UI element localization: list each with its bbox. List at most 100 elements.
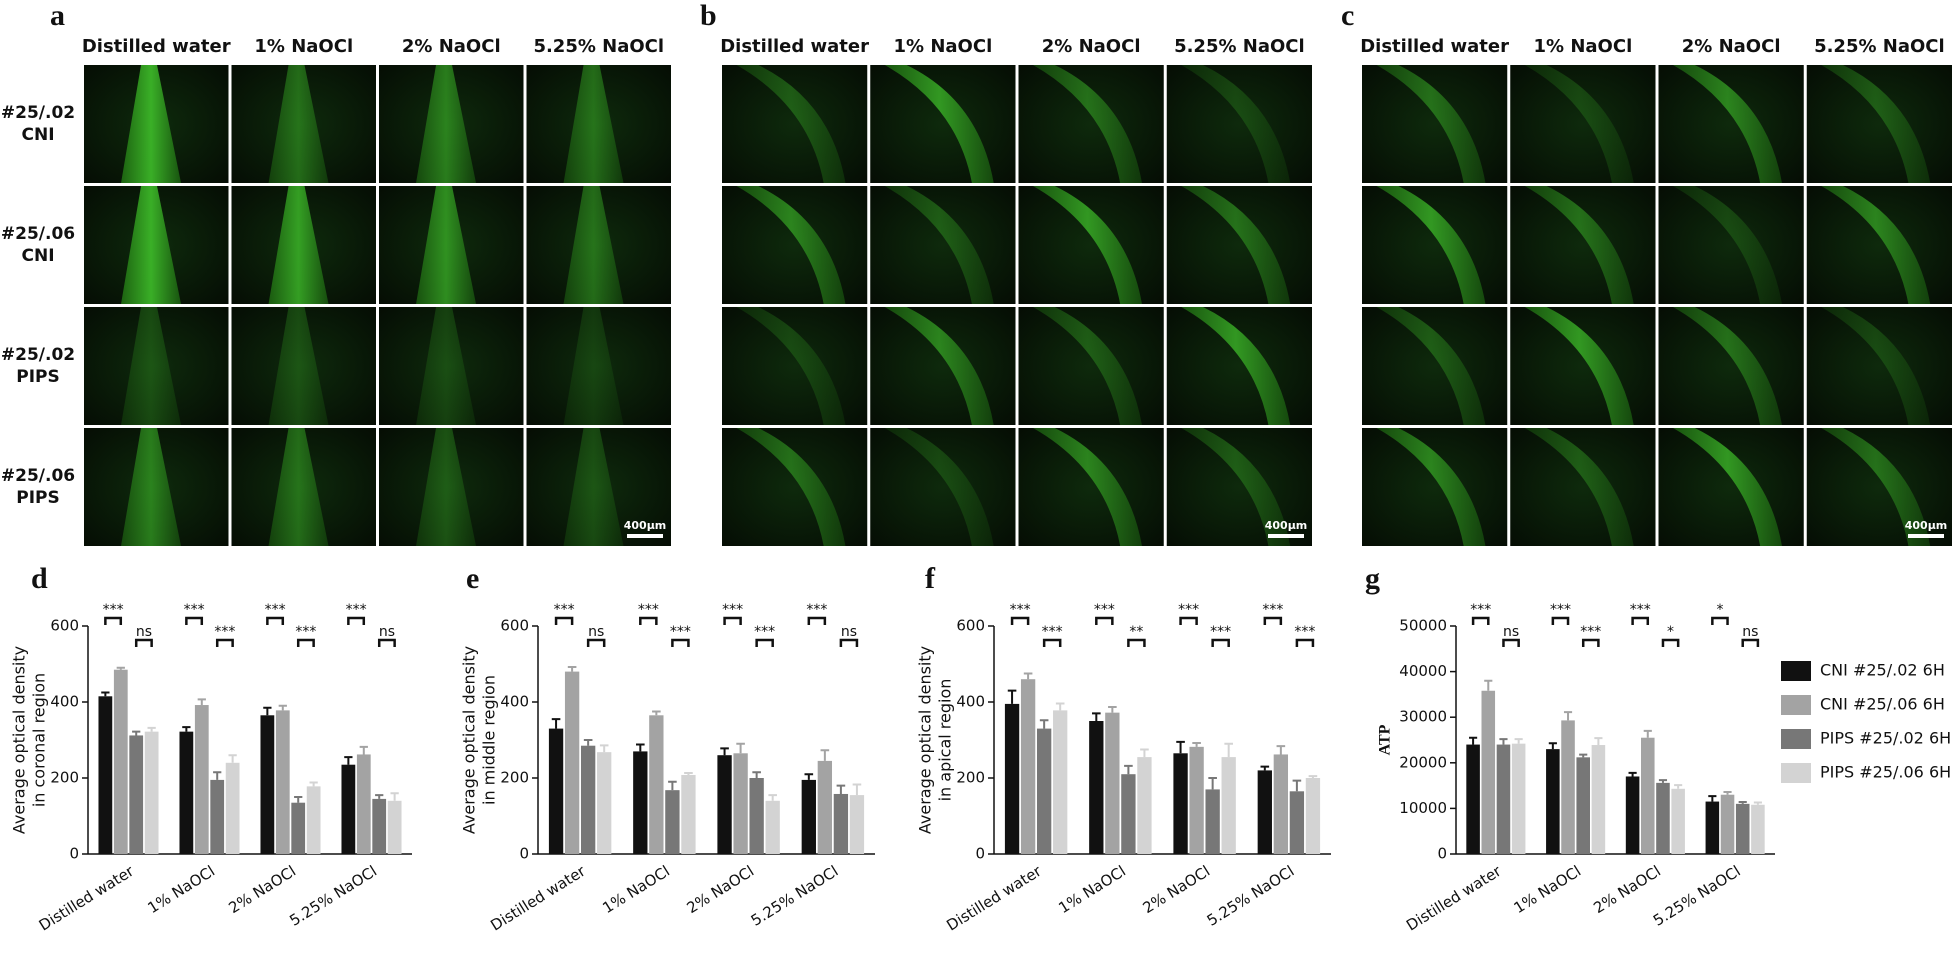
micrograph — [84, 65, 229, 183]
micrograph — [379, 186, 524, 304]
bar — [1751, 804, 1765, 854]
bar — [548, 728, 564, 854]
error-bar — [1192, 742, 1201, 747]
bar — [1004, 703, 1020, 854]
micrograph — [379, 307, 524, 425]
specimen — [1033, 428, 1142, 546]
x-tick-label: 1% NaOCl — [599, 862, 673, 917]
significance-bracket — [215, 638, 234, 647]
specimen — [884, 65, 994, 183]
significance-label: * — [1667, 624, 1674, 640]
specimen — [1821, 65, 1931, 183]
bar — [849, 795, 865, 854]
y-tick-label: 30000 — [1399, 708, 1447, 726]
y-axis-label: Average optical density — [916, 646, 935, 834]
significance-label: *** — [1094, 602, 1115, 618]
significance-bracket — [266, 616, 285, 625]
significance-label: *** — [295, 624, 316, 640]
error-bar — [375, 794, 384, 799]
error-bar — [1628, 771, 1637, 777]
x-tick-label: Distilled water — [487, 862, 589, 935]
legend-swatch — [1781, 729, 1811, 749]
significance-label: *** — [754, 624, 775, 640]
bar — [1641, 737, 1655, 854]
bar — [1735, 803, 1750, 854]
column-header: 2% NaOCl — [1682, 36, 1781, 57]
micrograph — [1362, 65, 1508, 183]
significance-bracket — [104, 616, 123, 625]
y-tick-label: 400 — [956, 693, 985, 711]
bar — [1221, 757, 1236, 854]
micrograph-bg — [870, 307, 1016, 425]
bar — [1257, 770, 1272, 854]
significance-bracket — [586, 638, 606, 647]
specimen — [1673, 307, 1782, 425]
micrograph-bg — [1658, 428, 1804, 546]
error-bar — [1039, 719, 1049, 729]
significance-label: *** — [1630, 602, 1651, 618]
micrograph — [231, 307, 376, 425]
bar — [98, 696, 113, 854]
error-bar — [1579, 753, 1588, 758]
scale-bar — [627, 534, 663, 538]
micrograph — [1510, 307, 1656, 425]
row-label: #25/.06 — [1, 466, 75, 486]
significance-label: *** — [1042, 624, 1063, 640]
bar — [1137, 757, 1152, 854]
error-bar — [836, 784, 846, 794]
error-bar — [1308, 775, 1318, 778]
y-tick-label: 600 — [500, 617, 529, 635]
error-bar — [1055, 702, 1065, 711]
micrograph — [1018, 307, 1164, 425]
bar — [681, 774, 696, 854]
panel-letter: b — [700, 0, 717, 32]
error-bar — [668, 780, 677, 791]
bar — [1496, 744, 1511, 854]
micrograph — [1362, 307, 1508, 425]
error-bar — [1260, 765, 1270, 771]
micrograph-bg — [1510, 186, 1656, 304]
error-bar — [213, 771, 222, 780]
micrograph-bg — [1806, 428, 1952, 546]
y-axis-label: Average optical density — [460, 646, 479, 834]
micrograph — [379, 65, 524, 183]
bar — [1705, 801, 1720, 854]
y-tick-label: 0 — [519, 845, 529, 863]
error-bar — [1514, 738, 1523, 744]
error-bar — [1499, 738, 1508, 745]
bar — [597, 752, 612, 854]
specimen — [1181, 65, 1291, 183]
specimen — [1821, 428, 1931, 546]
specimen — [736, 428, 846, 546]
micrograph — [1658, 186, 1804, 304]
significance-bracket — [296, 638, 315, 647]
specimen — [563, 428, 624, 546]
panel-letter: c — [1341, 0, 1354, 32]
error-bar — [804, 773, 814, 780]
significance-label: * — [1716, 602, 1723, 618]
specimen — [1821, 186, 1931, 304]
bar — [1481, 690, 1496, 854]
micrograph — [1510, 65, 1656, 183]
y-tick-label: 0 — [1437, 845, 1447, 863]
y-tick-label: 200 — [500, 769, 529, 787]
micrograph — [870, 186, 1016, 304]
y-tick-label: 0 — [975, 845, 985, 863]
error-bar — [1208, 777, 1217, 790]
bar — [564, 671, 580, 854]
bar — [1546, 749, 1560, 854]
micrograph-bg — [1806, 307, 1952, 425]
specimen — [416, 307, 477, 425]
error-bar — [390, 792, 399, 801]
bar — [649, 715, 664, 854]
column-header: Distilled water — [720, 36, 869, 57]
specimen — [121, 428, 182, 546]
bar — [194, 705, 209, 854]
error-bar — [228, 754, 237, 763]
error-bar — [1469, 736, 1478, 745]
bar — [144, 731, 159, 854]
significance-bracket — [347, 616, 366, 625]
row-label: #25/.02 — [1, 345, 75, 365]
micrograph-bg — [1018, 428, 1164, 546]
